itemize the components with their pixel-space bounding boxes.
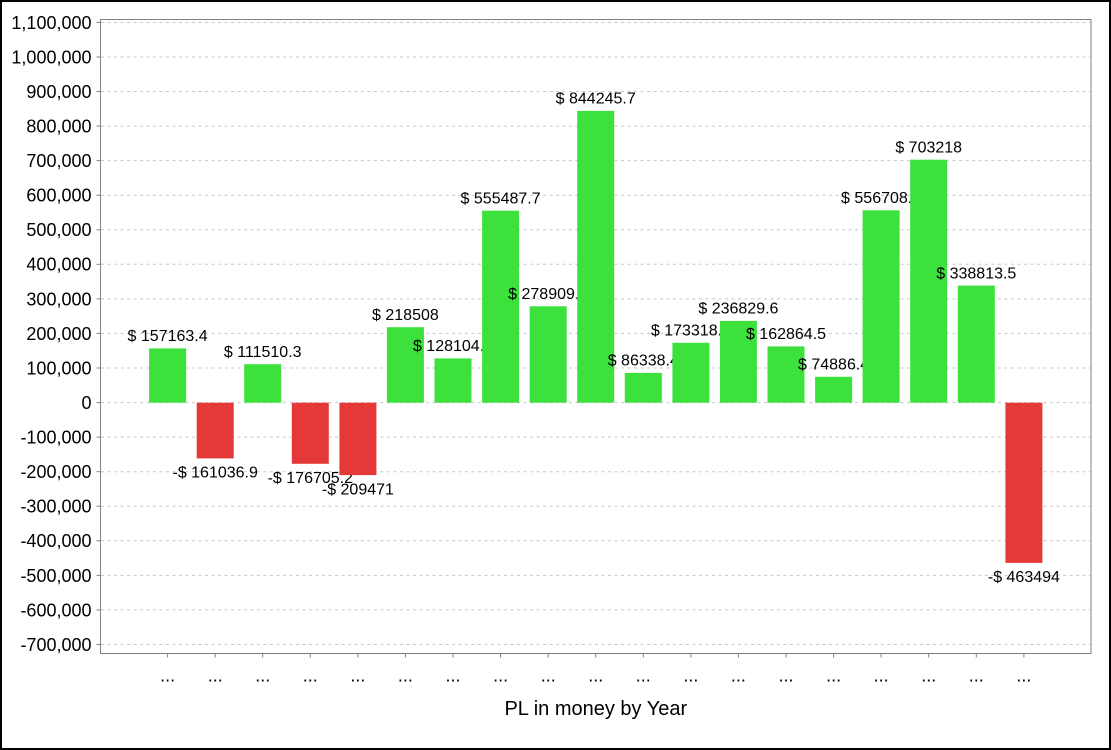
svg-text:...: ... [350, 666, 365, 686]
svg-text:...: ... [921, 666, 936, 686]
svg-text:1,100,000: 1,100,000 [11, 13, 91, 33]
svg-text:...: ... [969, 666, 984, 686]
svg-text:$ 703218: $ 703218 [895, 139, 962, 156]
svg-text:...: ... [160, 666, 175, 686]
svg-text:-500,000: -500,000 [20, 566, 91, 586]
svg-text:PL in money by Year: PL in money by Year [504, 698, 687, 720]
svg-text:...: ... [683, 666, 698, 686]
svg-text:-300,000: -300,000 [20, 497, 91, 517]
svg-text:$ 555487.7: $ 555487.7 [461, 190, 541, 207]
svg-text:...: ... [255, 666, 270, 686]
svg-text:...: ... [731, 666, 746, 686]
svg-text:$ 556708.8: $ 556708.8 [841, 190, 921, 207]
svg-text:$ 278909.9: $ 278909.9 [508, 286, 588, 303]
svg-text:700,000: 700,000 [26, 151, 91, 171]
svg-text:-100,000: -100,000 [20, 428, 91, 448]
svg-text:600,000: 600,000 [26, 186, 91, 206]
svg-text:-400,000: -400,000 [20, 531, 91, 551]
svg-text:...: ... [303, 666, 318, 686]
svg-text:-200,000: -200,000 [20, 462, 91, 482]
svg-text:$ 74886.4: $ 74886.4 [798, 357, 869, 374]
svg-text:...: ... [445, 666, 460, 686]
svg-text:...: ... [493, 666, 508, 686]
svg-text:...: ... [636, 666, 651, 686]
svg-text:...: ... [778, 666, 793, 686]
svg-text:...: ... [1016, 666, 1031, 686]
svg-text:$ 236829.6: $ 236829.6 [698, 301, 778, 318]
svg-text:$ 218508: $ 218508 [372, 307, 439, 324]
svg-text:300,000: 300,000 [26, 289, 91, 309]
svg-text:800,000: 800,000 [26, 117, 91, 137]
svg-text:$ 844245.7: $ 844245.7 [556, 91, 636, 108]
svg-text:-$ 161036.9: -$ 161036.9 [172, 465, 258, 482]
svg-text:...: ... [541, 666, 556, 686]
svg-text:200,000: 200,000 [26, 324, 91, 344]
svg-text:...: ... [588, 666, 603, 686]
svg-text:...: ... [874, 666, 889, 686]
svg-text:-$ 209471: -$ 209471 [322, 481, 394, 498]
svg-text:...: ... [398, 666, 413, 686]
svg-text:$ 173318.4: $ 173318.4 [651, 323, 731, 340]
svg-text:500,000: 500,000 [26, 220, 91, 240]
svg-text:...: ... [208, 666, 223, 686]
svg-text:$ 162864.5: $ 162864.5 [746, 326, 826, 343]
svg-text:...: ... [826, 666, 841, 686]
svg-text:400,000: 400,000 [26, 255, 91, 275]
svg-text:$ 157163.4: $ 157163.4 [128, 328, 208, 345]
svg-text:$ 111510.3: $ 111510.3 [224, 344, 302, 361]
svg-text:-$ 463494: -$ 463494 [988, 569, 1060, 586]
svg-text:-$ 176705.2: -$ 176705.2 [268, 470, 354, 487]
svg-text:$ 128104.9: $ 128104.9 [413, 338, 493, 355]
svg-text:1,000,000: 1,000,000 [11, 47, 91, 67]
svg-text:0: 0 [81, 393, 91, 413]
svg-text:$ 338813.5: $ 338813.5 [936, 265, 1016, 282]
svg-text:100,000: 100,000 [26, 358, 91, 378]
svg-text:900,000: 900,000 [26, 82, 91, 102]
svg-text:$ 86338.4: $ 86338.4 [608, 353, 679, 370]
svg-text:-700,000: -700,000 [20, 635, 91, 655]
svg-text:-600,000: -600,000 [20, 600, 91, 620]
